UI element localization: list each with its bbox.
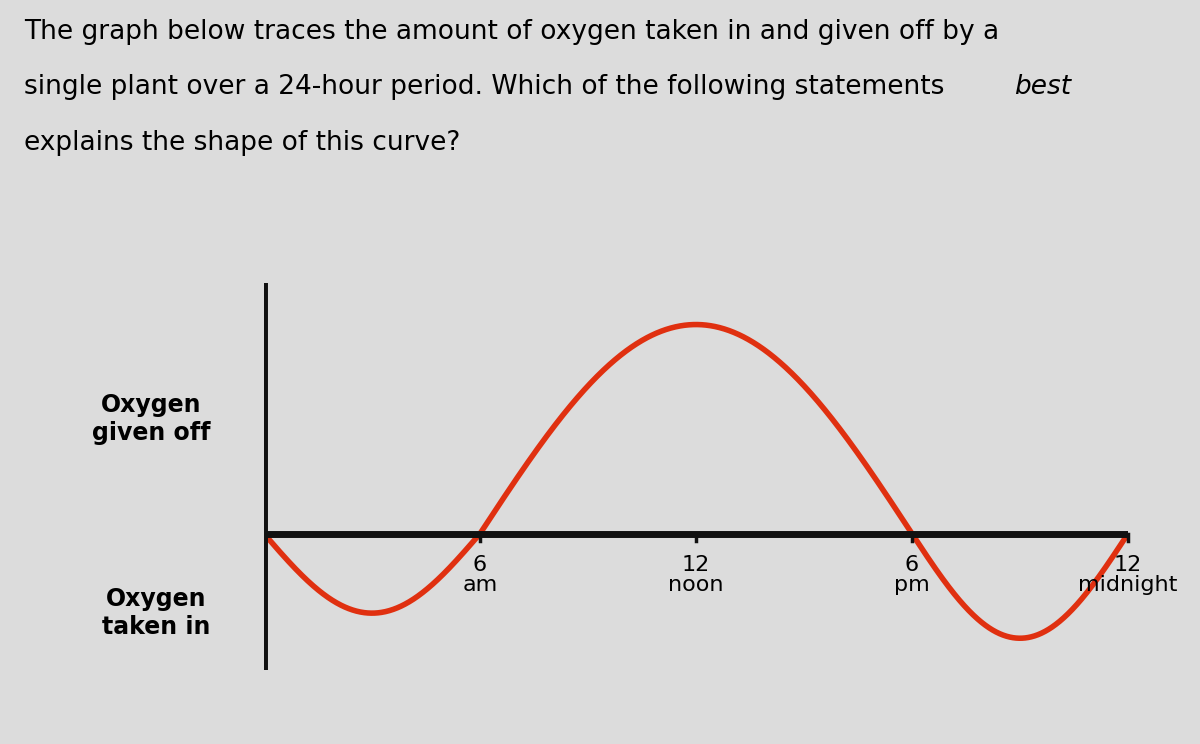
Text: The graph below traces the amount of oxygen taken in and given off by a: The graph below traces the amount of oxy… <box>24 19 1000 45</box>
Text: single plant over a 24-hour period. Which of the following statements: single plant over a 24-hour period. Whic… <box>24 74 953 100</box>
Text: 6: 6 <box>473 554 487 574</box>
Text: best: best <box>1014 74 1072 100</box>
Text: 12: 12 <box>1114 554 1142 574</box>
Text: am: am <box>462 576 498 595</box>
Text: 12: 12 <box>682 554 710 574</box>
Text: noon: noon <box>668 576 724 595</box>
Text: 6: 6 <box>905 554 919 574</box>
Text: Oxygen
taken in: Oxygen taken in <box>102 587 210 639</box>
Text: midnight: midnight <box>1079 576 1177 595</box>
Text: explains the shape of this curve?: explains the shape of this curve? <box>24 130 461 156</box>
Text: pm: pm <box>894 576 930 595</box>
Text: Oxygen
given off: Oxygen given off <box>91 393 210 445</box>
